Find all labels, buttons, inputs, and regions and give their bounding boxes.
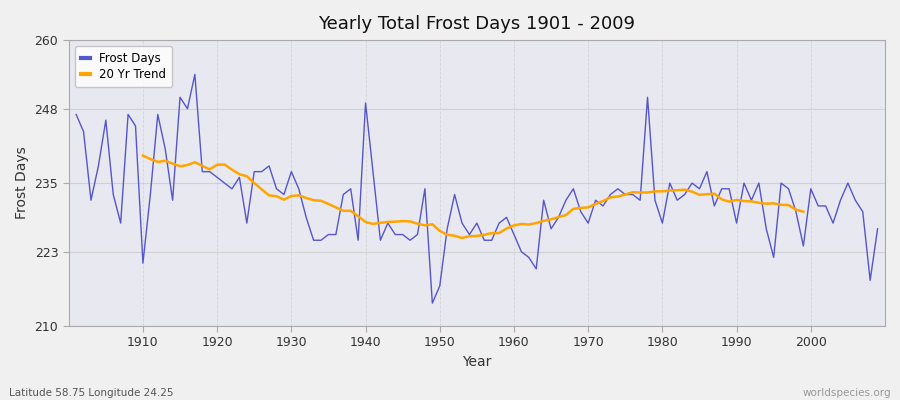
Frost Days	[130, 124, 141, 128]
Line: Frost Days: Frost Days	[76, 74, 878, 303]
20 Yr Trend	[338, 208, 348, 213]
Title: Yearly Total Frost Days 1901 - 2009: Yearly Total Frost Days 1901 - 2009	[319, 15, 635, 33]
Y-axis label: Frost Days: Frost Days	[15, 147, 29, 220]
Text: worldspecies.org: worldspecies.org	[803, 388, 891, 398]
Frost Days	[427, 301, 437, 306]
Text: Latitude 58.75 Longitude 24.25: Latitude 58.75 Longitude 24.25	[9, 388, 174, 398]
Line: 20 Yr Trend: 20 Yr Trend	[143, 156, 804, 238]
X-axis label: Year: Year	[463, 355, 491, 369]
Frost Days	[872, 226, 883, 231]
20 Yr Trend	[709, 191, 720, 196]
Legend: Frost Days, 20 Yr Trend: Frost Days, 20 Yr Trend	[75, 46, 172, 87]
20 Yr Trend	[605, 195, 616, 200]
Frost Days	[301, 215, 311, 220]
Frost Days	[190, 72, 201, 77]
20 Yr Trend	[694, 192, 705, 197]
Frost Days	[346, 186, 356, 191]
20 Yr Trend	[456, 236, 467, 240]
20 Yr Trend	[138, 153, 148, 158]
20 Yr Trend	[227, 167, 238, 172]
20 Yr Trend	[798, 209, 809, 214]
Frost Days	[71, 112, 82, 117]
Frost Days	[516, 249, 526, 254]
20 Yr Trend	[776, 202, 787, 207]
Frost Days	[524, 255, 535, 260]
Frost Days	[613, 186, 624, 191]
